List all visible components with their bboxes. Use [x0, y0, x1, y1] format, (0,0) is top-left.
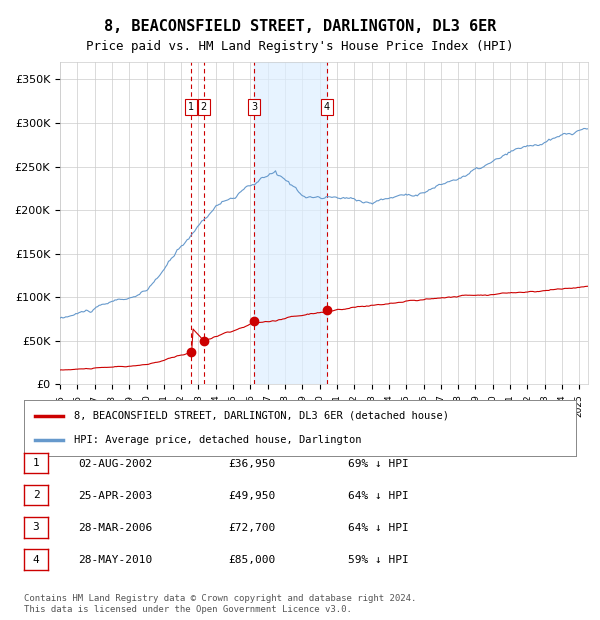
Text: 1: 1: [188, 102, 194, 112]
Text: Contains HM Land Registry data © Crown copyright and database right 2024.
This d: Contains HM Land Registry data © Crown c…: [24, 595, 416, 614]
Text: 4: 4: [32, 554, 40, 565]
Text: 28-MAY-2010: 28-MAY-2010: [78, 556, 152, 565]
Text: 64% ↓ HPI: 64% ↓ HPI: [348, 491, 409, 501]
Text: 25-APR-2003: 25-APR-2003: [78, 491, 152, 501]
Text: 2: 2: [32, 490, 40, 500]
Text: 8, BEACONSFIELD STREET, DARLINGTON, DL3 6ER (detached house): 8, BEACONSFIELD STREET, DARLINGTON, DL3 …: [74, 410, 449, 420]
Text: 1: 1: [32, 458, 40, 468]
Text: £72,700: £72,700: [228, 523, 275, 533]
Text: 3: 3: [251, 102, 257, 112]
Text: £49,950: £49,950: [228, 491, 275, 501]
Text: £36,950: £36,950: [228, 459, 275, 469]
Text: 59% ↓ HPI: 59% ↓ HPI: [348, 556, 409, 565]
Text: 02-AUG-2002: 02-AUG-2002: [78, 459, 152, 469]
Bar: [254, 62, 327, 384]
Text: HPI: Average price, detached house, Darlington: HPI: Average price, detached house, Darl…: [74, 435, 361, 445]
Text: 64% ↓ HPI: 64% ↓ HPI: [348, 523, 409, 533]
Text: 69% ↓ HPI: 69% ↓ HPI: [348, 459, 409, 469]
Text: 28-MAR-2006: 28-MAR-2006: [78, 523, 152, 533]
Text: 8, BEACONSFIELD STREET, DARLINGTON, DL3 6ER: 8, BEACONSFIELD STREET, DARLINGTON, DL3 …: [104, 19, 496, 33]
Text: Price paid vs. HM Land Registry's House Price Index (HPI): Price paid vs. HM Land Registry's House …: [86, 40, 514, 53]
Text: 2: 2: [201, 102, 207, 112]
Text: 4: 4: [324, 102, 330, 112]
Text: £85,000: £85,000: [228, 556, 275, 565]
Text: 3: 3: [32, 522, 40, 533]
